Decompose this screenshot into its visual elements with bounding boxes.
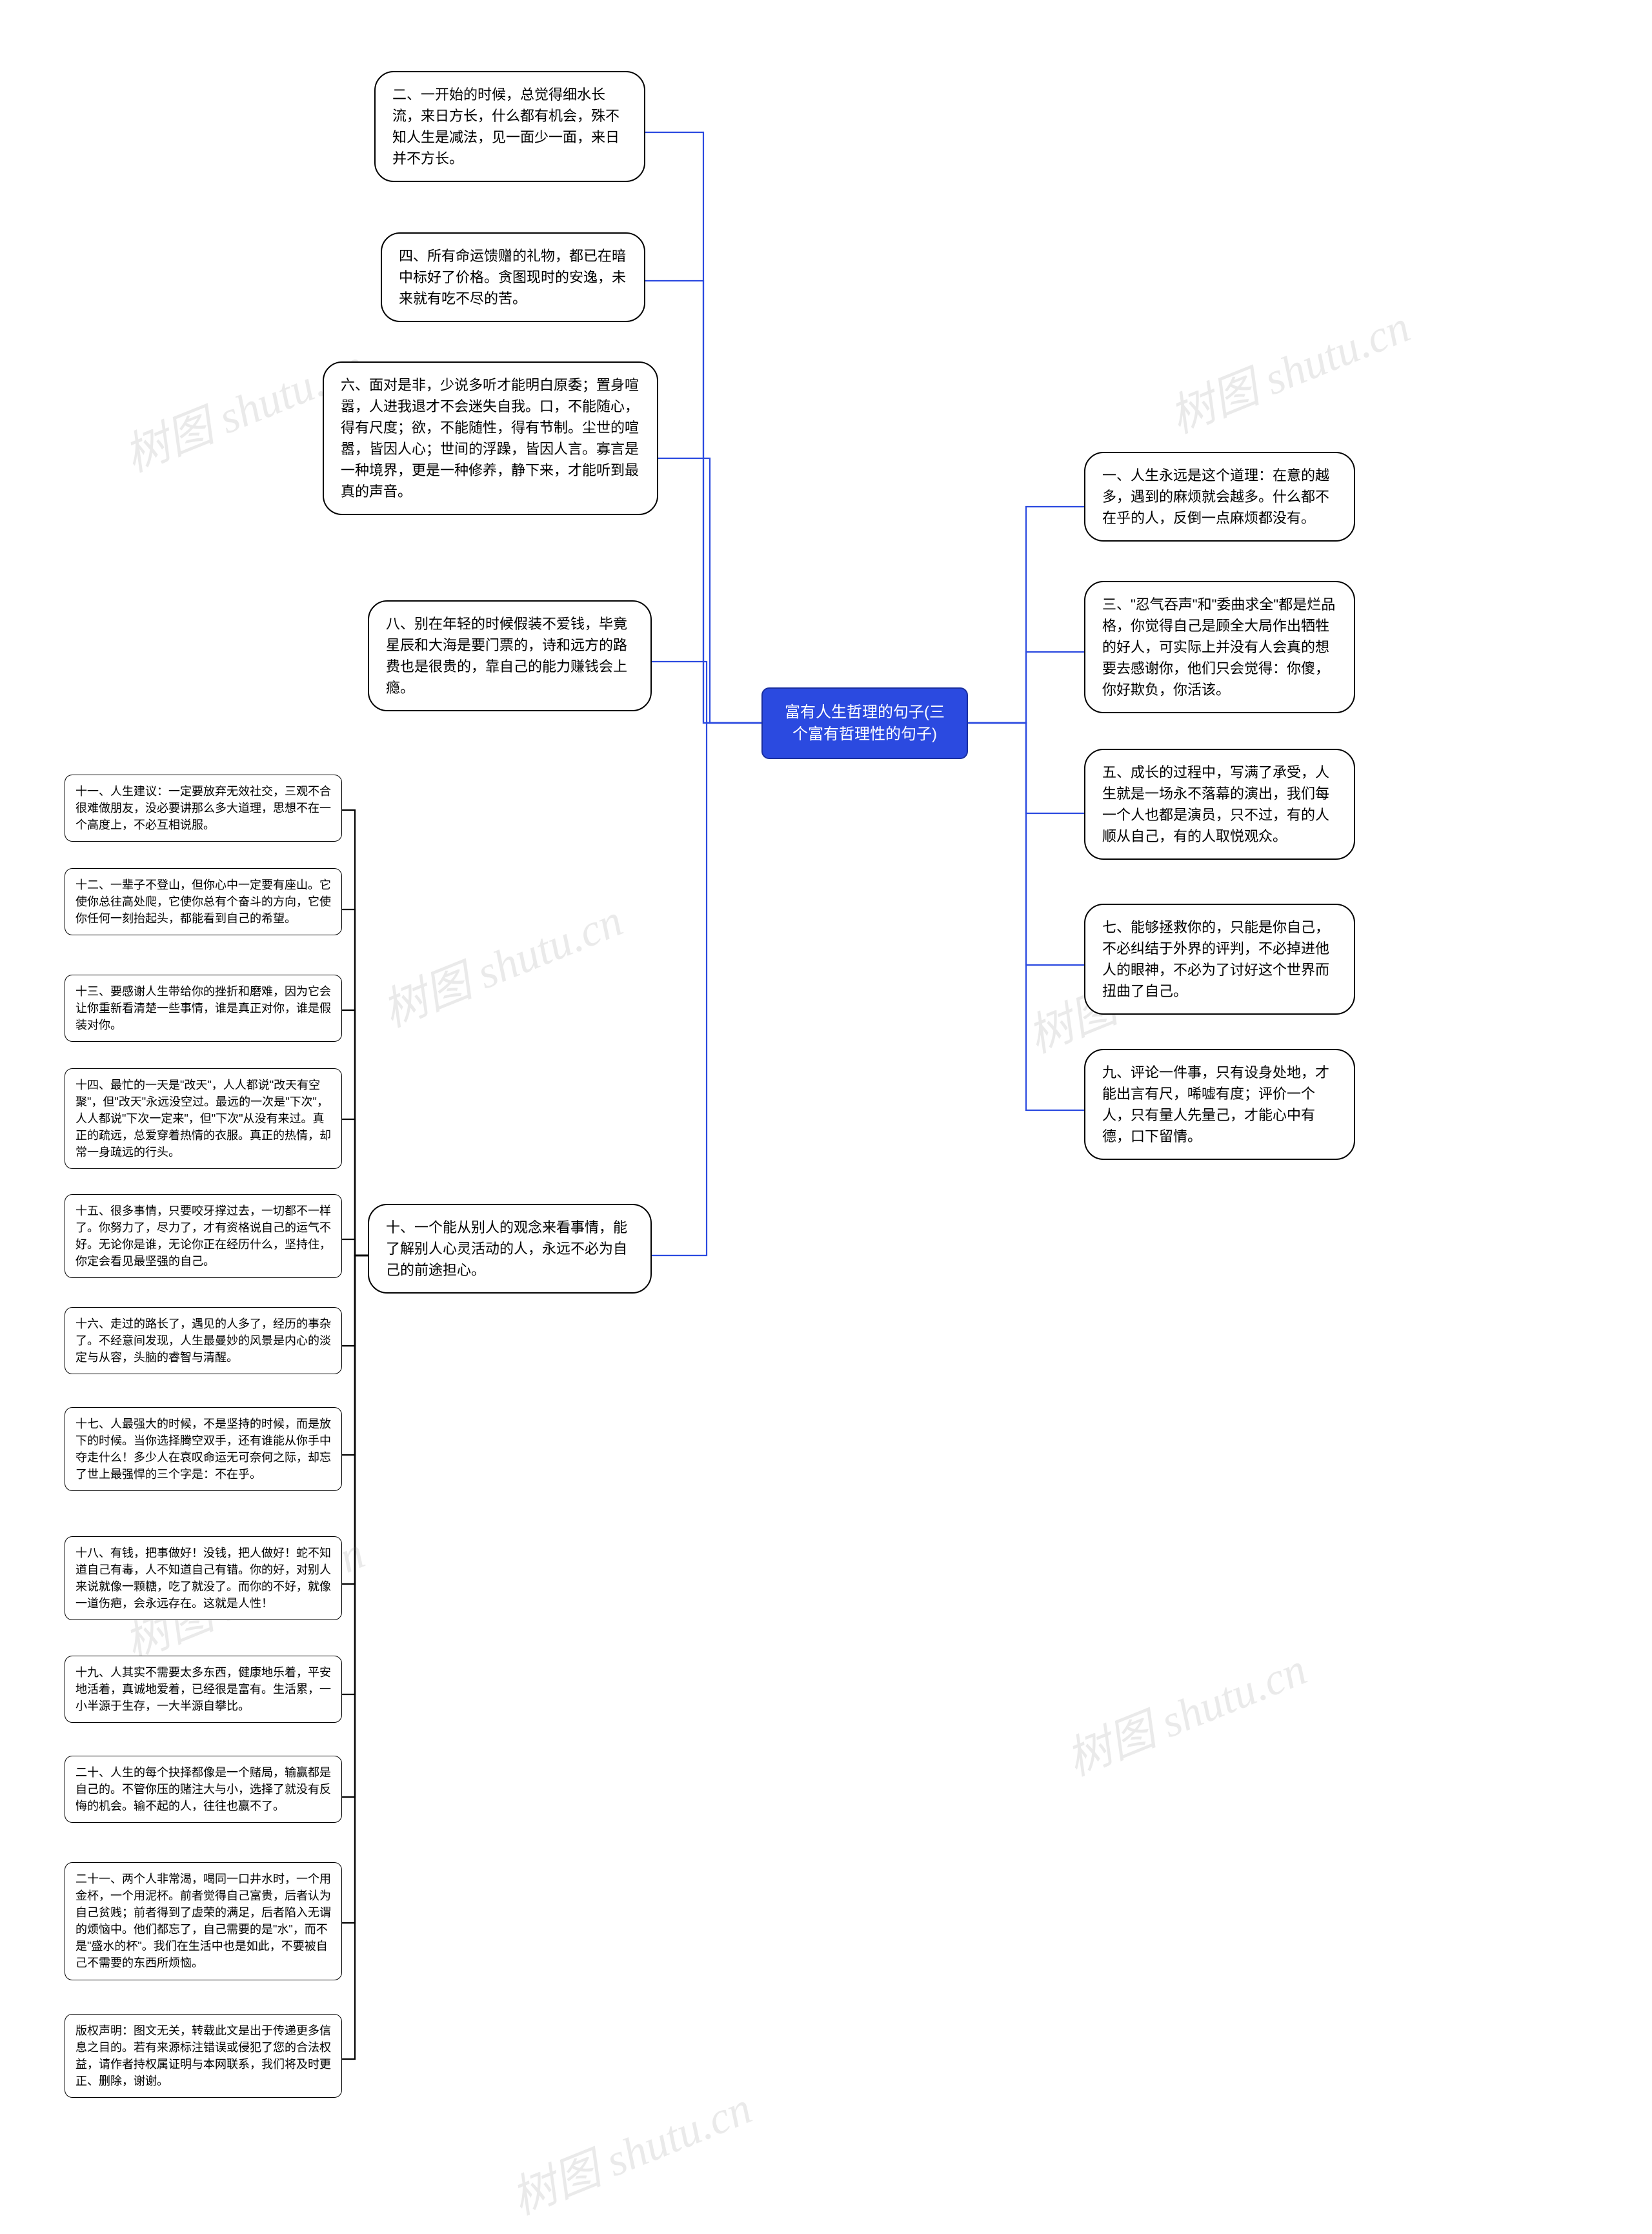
mindmap-node: 四、所有命运馈赠的礼物，都已在暗中标好了价格。贪图现时的安逸，未来就有吃不尽的苦… (381, 232, 645, 322)
mindmap-node: 七、能够拯救你的，只能是你自己，不必纠结于外界的评判，不必掉进他人的眼神，不必为… (1084, 904, 1355, 1015)
mindmap-node: 六、面对是非，少说多听才能明白原委；置身喧嚣，人进我退才不会迷失自我。口，不能随… (323, 361, 658, 515)
mindmap-node: 十一、人生建议：一定要放弃无效社交，三观不合很难做朋友，没必要讲那么多大道理，思… (65, 775, 342, 842)
mindmap-node: 二十一、两个人非常渴，喝同一口井水时，一个用金杯，一个用泥杯。前者觉得自己富贵，… (65, 1862, 342, 1980)
mindmap-node: 二十、人生的每个抉择都像是一个赌局，输赢都是自己的。不管你压的赌注大与小，选择了… (65, 1756, 342, 1823)
mindmap-node: 十、一个能从别人的观念来看事情，能了解别人心灵活动的人，永远不必为自己的前途担心… (368, 1204, 652, 1294)
mindmap-node: 十四、最忙的一天是"改天"，人人都说"改天有空聚"，但"改天"永远没空过。最远的… (65, 1068, 342, 1169)
watermark-text: 树图 shutu.cn (371, 884, 630, 1040)
mindmap-node: 十七、人最强大的时候，不是坚持的时候，而是放下的时候。当你选择腾空双手，还有谁能… (65, 1407, 342, 1491)
watermark-text: 树图 shutu.cn (500, 2072, 760, 2228)
mindmap-node: 十六、走过的路长了，遇见的人多了，经历的事杂了。不经意间发现，人生最曼妙的风景是… (65, 1307, 342, 1374)
mindmap-node: 二、一开始的时候，总觉得细水长流，来日方长，什么都有机会，殊不知人生是减法，见一… (374, 71, 645, 182)
mindmap-node: 十九、人其实不需要太多东西，健康地乐着，平安地活着，真诚地爱着，已经很是富有。生… (65, 1656, 342, 1723)
mindmap-node: 十五、很多事情，只要咬牙撑过去，一切都不一样了。你努力了，尽力了，才有资格说自己… (65, 1194, 342, 1278)
mindmap-canvas: 树图 shutu.cn 树图 shutu.cn 树图 shutu.cn 树图 shut… (0, 0, 1652, 2234)
watermark-text: 树图 shutu.cn (1055, 1633, 1315, 1789)
mindmap-node: 八、别在年轻的时候假装不爱钱，毕竟星辰和大海是要门票的，诗和远方的路费也是很贵的… (368, 600, 652, 711)
mindmap-node: 三、"忍气吞声"和"委曲求全"都是烂品格，你觉得自己是顾全大局作出牺牲的好人，可… (1084, 581, 1355, 713)
mindmap-node: 十八、有钱，把事做好！没钱，把人做好！蛇不知道自己有毒，人不知道自己有错。你的好… (65, 1536, 342, 1620)
mindmap-node: 五、成长的过程中，写满了承受，人生就是一场永不落幕的演出，我们每一个人也都是演员… (1084, 749, 1355, 860)
mindmap-node: 一、人生永远是这个道理：在意的越多，遇到的麻烦就会越多。什么都不在乎的人，反倒一… (1084, 452, 1355, 542)
mindmap-node: 十二、一辈子不登山，但你心中一定要有座山。它使你总往高处爬，它使你总有个奋斗的方… (65, 868, 342, 935)
mindmap-node: 十三、要感谢人生带给你的挫折和磨难，因为它会让你重新看清楚一些事情，谁是真正对你… (65, 975, 342, 1042)
root-node: 富有人生哲理的句子(三个富有哲理性的句子) (761, 687, 968, 759)
watermark-text: 树图 shutu.cn (1158, 290, 1418, 446)
mindmap-node: 版权声明：图文无关，转载此文是出于传递更多信息之目的。若有来源标注错误或侵犯了您… (65, 2014, 342, 2098)
mindmap-node: 九、评论一件事，只有设身处地，才能出言有尺，唏嘘有度；评价一个人，只有量人先量己… (1084, 1049, 1355, 1160)
